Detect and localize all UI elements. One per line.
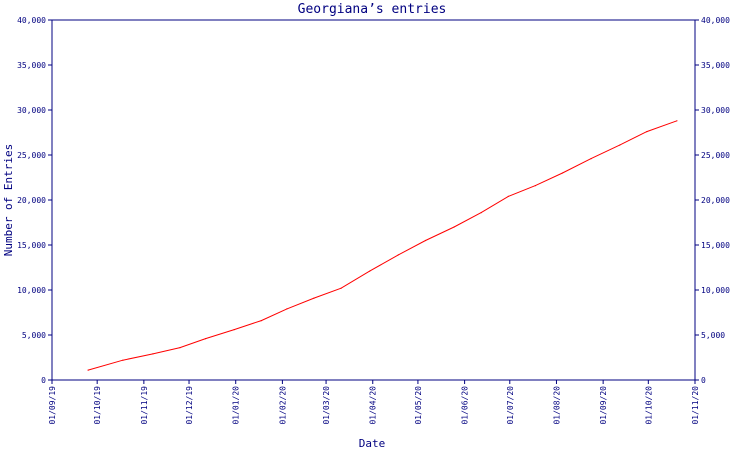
chart-title: Georgiana’s entries	[298, 2, 447, 17]
y-tick-label-right: 20,000	[701, 196, 730, 205]
data-point	[152, 353, 154, 355]
x-axis-title: Date	[359, 437, 386, 450]
data-point	[87, 369, 89, 371]
x-tick-label: 01/02/20	[278, 386, 287, 425]
x-tick-label: 01/01/20	[232, 386, 241, 425]
y-tick-label-right: 25,000	[701, 151, 730, 160]
series-line	[87, 120, 678, 371]
x-tick-label: 01/03/20	[322, 386, 331, 425]
data-point	[286, 308, 288, 310]
x-tick-label: 01/11/19	[140, 386, 149, 425]
y-tick-label-left: 30,000	[17, 106, 46, 115]
y-tick-label-left: 40,000	[17, 16, 46, 25]
x-ticks: 01/09/19 01/10/19 01/11/19 01/12/19 01/01/20…	[48, 380, 700, 425]
data-point	[507, 195, 509, 197]
y-ticks-right: 0 5,000 10,000 15,000 20,000 25,000 30,000 35,0…	[695, 16, 730, 385]
data-point	[233, 329, 235, 331]
data-point	[313, 297, 315, 299]
y-tick-label-left: 5,000	[22, 331, 46, 340]
x-tick-label: 01/12/19	[185, 386, 194, 425]
data-point	[397, 254, 399, 256]
data-point	[205, 338, 207, 340]
x-tick-label: 01/10/19	[93, 386, 102, 425]
data-point	[369, 270, 371, 272]
data-point	[646, 131, 648, 133]
y-tick-label-left: 10,000	[17, 286, 46, 295]
y-tick-label-right: 10,000	[701, 286, 730, 295]
data-point	[561, 172, 564, 174]
y-axis-title: Number of Entries	[2, 144, 15, 257]
plot-frame	[51, 19, 696, 381]
y-tick-label-right: 30,000	[701, 106, 730, 115]
x-tick-label: 01/10/20	[644, 386, 653, 425]
y-tick-label-right: 40,000	[701, 16, 730, 25]
x-tick-label: 01/05/20	[414, 386, 423, 425]
y-tick-label-right: 15,000	[701, 241, 730, 250]
y-tick-label-left: 25,000	[17, 151, 46, 160]
x-tick-label: 01/09/19	[48, 386, 57, 425]
data-point	[260, 320, 262, 322]
y-tick-label-right: 35,000	[701, 61, 730, 70]
data-point	[480, 212, 482, 214]
y-tick-label-left: 35,000	[17, 61, 46, 70]
data-point	[590, 158, 592, 160]
data-point	[340, 287, 342, 289]
y-tick-label-left: 0	[41, 376, 46, 385]
y-tick-label-right: 0	[701, 376, 706, 385]
data-point	[619, 144, 621, 146]
data-point	[179, 347, 181, 349]
x-tick-label: 01/06/20	[461, 386, 470, 425]
data-point	[534, 185, 537, 187]
data-point	[453, 226, 455, 228]
series-layer	[87, 120, 678, 371]
x-tick-label: 01/04/20	[369, 386, 378, 425]
x-tick-label: 01/08/20	[552, 386, 561, 425]
y-ticks-left: 0 5,000 10,000 15,000 20,000 25,000 30,000 35,0…	[17, 16, 52, 385]
x-tick-label: 01/07/20	[506, 386, 515, 425]
y-tick-label-right: 5,000	[701, 331, 725, 340]
x-tick-label: 01/11/20	[691, 386, 700, 425]
y-tick-label-left: 15,000	[17, 241, 46, 250]
x-tick-label: 01/09/20	[599, 386, 608, 425]
data-point	[676, 120, 678, 122]
data-point	[122, 359, 124, 361]
data-point	[424, 239, 427, 242]
y-tick-label-left: 20,000	[17, 196, 46, 205]
